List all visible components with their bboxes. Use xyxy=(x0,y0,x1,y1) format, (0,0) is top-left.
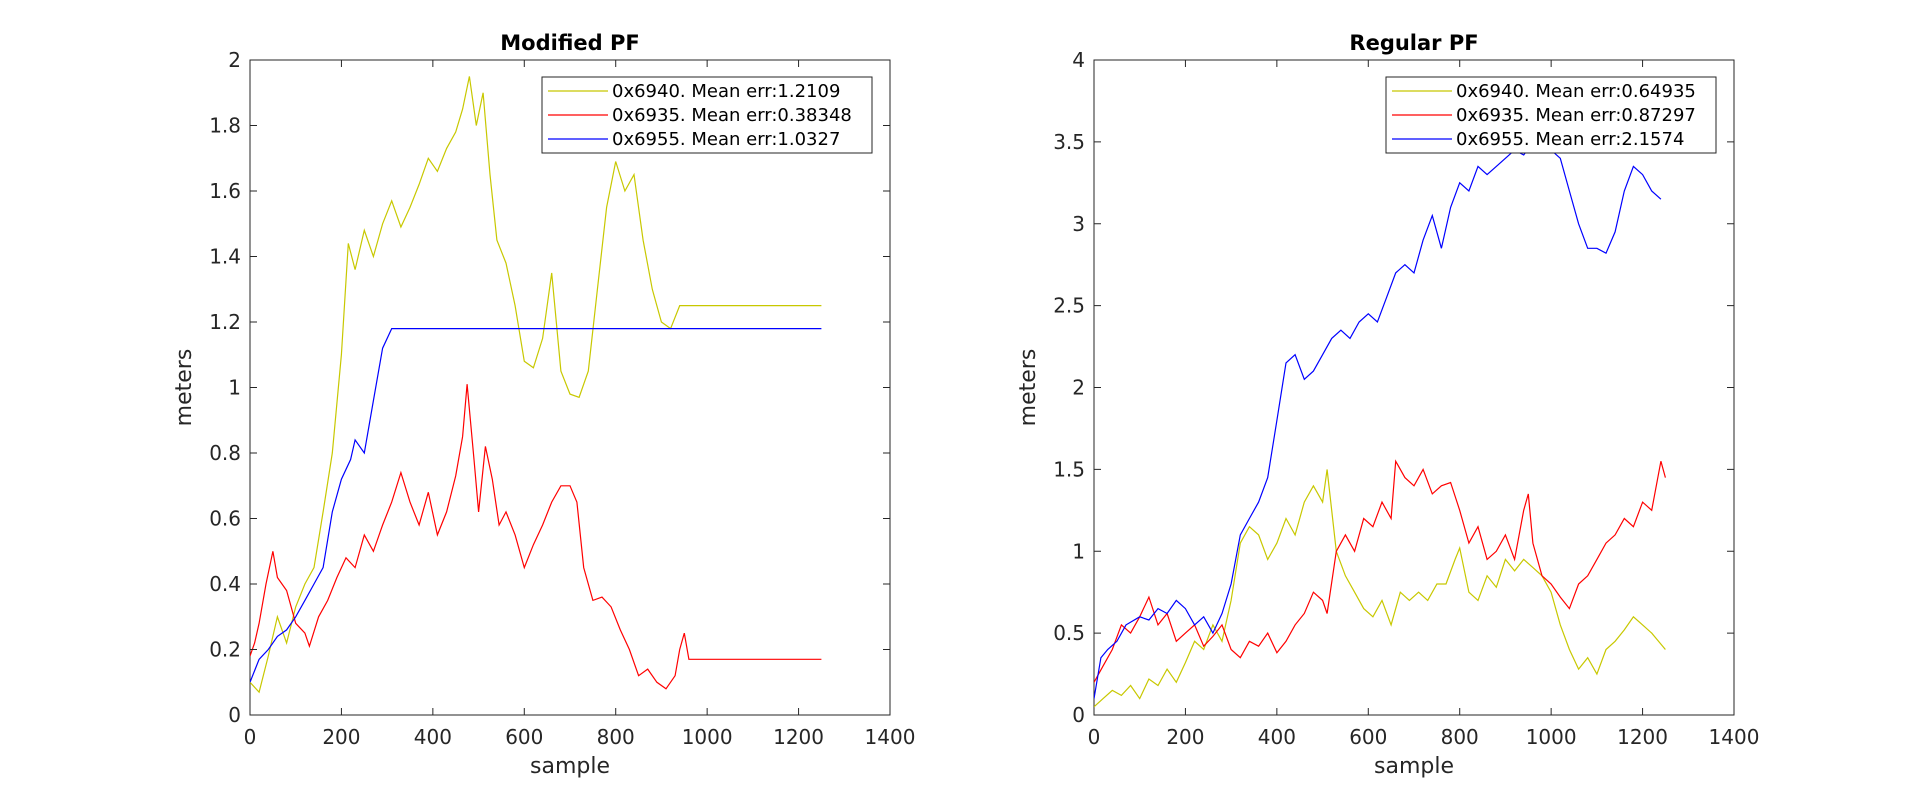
legend-entry: 0x6940. Mean err:0.64935 xyxy=(1456,81,1696,102)
series-line-3 xyxy=(250,328,822,683)
x-tick-label: 0 xyxy=(1088,725,1101,749)
x-tick-label: 400 xyxy=(1258,725,1296,749)
y-tick-label: 0.2 xyxy=(209,638,241,662)
y-tick-label: 2 xyxy=(1072,376,1085,400)
legend-entry: 0x6955. Mean err:2.1574 xyxy=(1456,129,1684,150)
y-tick-label: 1 xyxy=(228,376,241,400)
y-tick-label: 3 xyxy=(1072,212,1085,236)
series-line-1 xyxy=(250,76,822,694)
series-line-1 xyxy=(1094,469,1666,708)
y-axis-label: meters xyxy=(1016,349,1041,427)
y-tick-label: 0 xyxy=(228,703,241,727)
y-tick-label: 0 xyxy=(1072,703,1085,727)
y-axis-label: meters xyxy=(172,349,197,427)
x-tick-label: 1400 xyxy=(1709,725,1760,749)
y-tick-label: 0.4 xyxy=(209,572,241,596)
x-tick-label: 1400 xyxy=(865,725,916,749)
series-line-3 xyxy=(1094,141,1662,699)
y-tick-label: 1.4 xyxy=(209,245,241,269)
x-tick-label: 1000 xyxy=(682,725,733,749)
chart-panel-1: 0 200 400 600 800 1000 1200 1400 0 0.2 0.4 0.6 0.8 1 1… xyxy=(172,31,915,779)
series-line-2 xyxy=(250,384,822,690)
y-tick-label: 4 xyxy=(1072,48,1085,72)
y-tick-label: 1 xyxy=(1072,539,1085,563)
chart-panel-2: 0 200 400 600 800 1000 1200 1400 0 0.5 1 1.5 2 2.5 3 3.… xyxy=(1016,31,1759,779)
x-tick-label: 1000 xyxy=(1526,725,1577,749)
x-tick-label: 800 xyxy=(597,725,635,749)
y-tick-label: 1.8 xyxy=(209,114,241,138)
y-tick-label: 0.8 xyxy=(209,441,241,465)
chart-title: Regular PF xyxy=(1349,31,1478,55)
x-tick-label: 800 xyxy=(1441,725,1479,749)
x-tick-label: 0 xyxy=(244,725,257,749)
y-tick-label: 0.5 xyxy=(1053,621,1085,645)
x-axis-label: sample xyxy=(530,754,610,779)
y-tick-label: 2.5 xyxy=(1053,294,1085,318)
x-axis-label: sample xyxy=(1374,754,1454,779)
x-tick-label: 600 xyxy=(505,725,543,749)
legend-box xyxy=(541,76,873,154)
x-tick-label: 600 xyxy=(1349,725,1387,749)
legend-entry: 0x6935. Mean err:0.87297 xyxy=(1456,105,1696,126)
legend: 0x6940. Mean err:1.2109 0x6935. Mean err:… xyxy=(541,76,873,154)
legend-entry: 0x6935. Mean err:0.38348 xyxy=(612,105,852,126)
x-tick-label: 200 xyxy=(322,725,360,749)
series-line-2 xyxy=(1094,459,1666,683)
legend: 0x6940. Mean err:0.64935 0x6935. Mean err… xyxy=(1385,76,1717,154)
legend-entry: 0x6955. Mean err:1.0327 xyxy=(612,129,840,150)
plot-area xyxy=(249,59,891,716)
y-tick-label: 3.5 xyxy=(1053,130,1085,154)
y-tick-label: 1.6 xyxy=(209,179,241,203)
x-tick-label: 200 xyxy=(1166,725,1204,749)
x-tick-label: 1200 xyxy=(773,725,824,749)
y-tick-label: 0.6 xyxy=(209,507,241,531)
series-group xyxy=(1094,141,1666,708)
legend-entry: 0x6940. Mean err:1.2109 xyxy=(612,81,840,102)
x-tick-label: 400 xyxy=(414,725,452,749)
plot-area xyxy=(1093,59,1735,716)
chart-title: Modified PF xyxy=(500,31,639,55)
x-tick-label: 1200 xyxy=(1617,725,1668,749)
y-tick-label: 2 xyxy=(228,48,241,72)
y-tick-label: 1.2 xyxy=(209,310,241,334)
series-group xyxy=(250,76,822,694)
y-tick-label: 1.5 xyxy=(1053,457,1085,481)
